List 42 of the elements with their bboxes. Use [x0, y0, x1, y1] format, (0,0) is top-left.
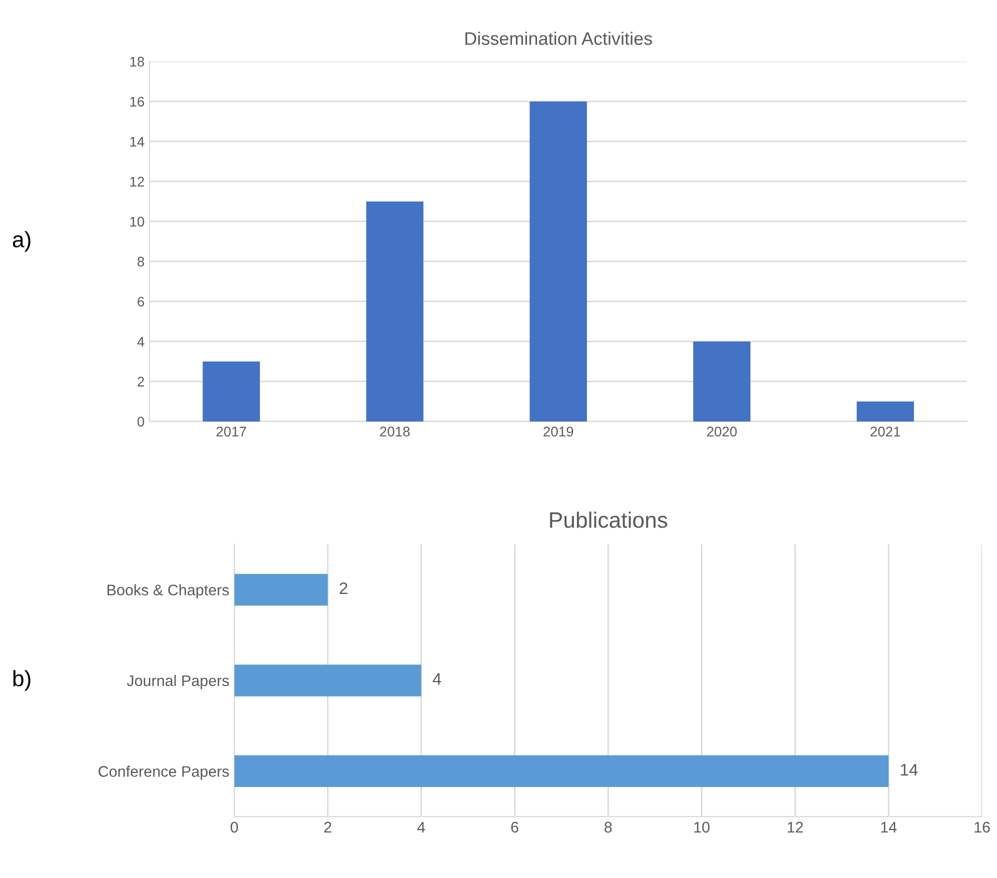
bar [856, 401, 914, 422]
y-tick-label: 10 [130, 216, 144, 227]
bar [234, 755, 889, 788]
y-tick-label: 6 [138, 296, 144, 307]
x-tick-label: 2021 [870, 426, 900, 437]
text: b) [13, 670, 30, 691]
y-tick-label: Journal Papers [126, 674, 229, 690]
y-tick-label: 18 [130, 56, 144, 67]
x-tick-label: 2020 [707, 426, 737, 437]
y-tick-label: 16 [130, 96, 144, 107]
x-tick-label: 12 [788, 822, 803, 832]
y-tick-label: Books & Chapters [108, 584, 229, 598]
x-tick-label: 8 [604, 822, 612, 833]
text: a) [12, 231, 30, 252]
x-tick-label: 2 [324, 822, 332, 832]
y-tick-label: 8 [138, 256, 144, 267]
x-tick-label: 14 [881, 822, 897, 832]
y-tick-label: 14 [130, 136, 144, 146]
x-tick-label: 16 [974, 822, 990, 833]
y-tick-label: Conference Papers [98, 766, 229, 780]
data-label: 14 [900, 764, 918, 776]
bar [202, 361, 260, 422]
x-tick-label: 2018 [380, 426, 410, 437]
bar [530, 101, 587, 422]
x-tick-label: 2017 [216, 426, 246, 437]
y-tick-label: 0 [138, 416, 144, 427]
x-tick-label: 6 [511, 822, 518, 833]
data-label: 4 [432, 673, 442, 685]
bar [693, 341, 750, 422]
bar [234, 574, 328, 606]
y-tick-label: 2 [138, 376, 144, 386]
bar [234, 664, 422, 696]
y-tick-label: 12 [130, 176, 144, 186]
x-tick-label: 2019 [544, 426, 574, 437]
x-tick-label: 0 [230, 822, 238, 833]
chart-title: Publications [550, 512, 668, 528]
x-tick-label: 4 [417, 822, 426, 832]
chart-title: Dissemination Activities [465, 32, 652, 45]
bar [366, 201, 424, 422]
y-tick-label: 4 [137, 336, 144, 346]
data-label: 2 [340, 582, 348, 594]
x-tick-label: 10 [694, 822, 710, 833]
